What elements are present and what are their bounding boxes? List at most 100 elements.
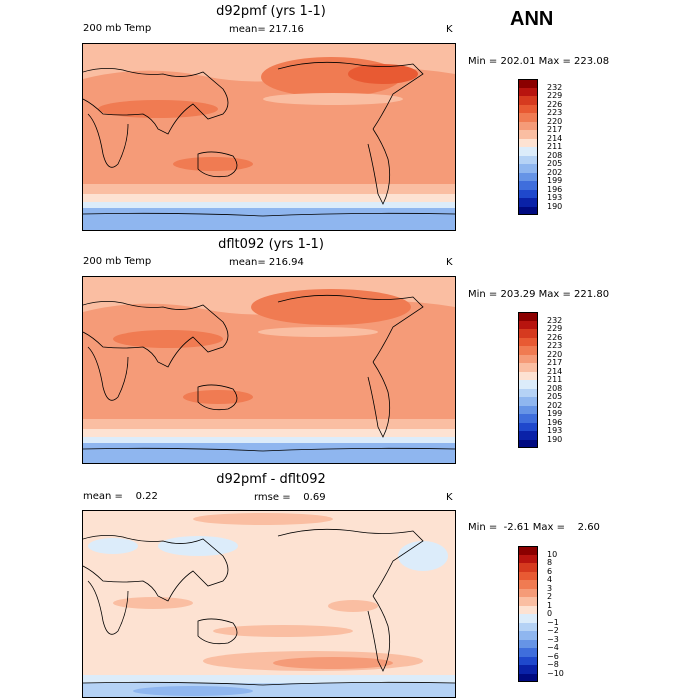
panel1-mean: mean= 217.16 [229, 24, 304, 35]
panel2-coastlines [83, 294, 455, 452]
colorbar-tick-label: 229 [547, 91, 563, 100]
colorbar-swatch [518, 346, 538, 355]
colorbar-tick-label: 193 [547, 426, 563, 435]
colorbar-swatch [518, 431, 538, 440]
panel2-field-antarctic [83, 443, 455, 463]
colorbar-tick-label: 214 [547, 366, 563, 376]
colorbar-tick-label: −4 [547, 643, 559, 652]
panel3-field-south-warm [273, 657, 393, 669]
colorbar-tick-label: 208 [547, 150, 563, 160]
colorbar-swatch [518, 147, 538, 156]
panel1-field-north [83, 44, 455, 82]
colorbar-swatch [518, 87, 538, 96]
panel3-unit: K [446, 492, 453, 503]
colorbar-swatch [518, 388, 538, 397]
colorbar-tick-label: 229 [547, 324, 563, 333]
colorbar-tick-label: 232 [547, 82, 563, 92]
colorbar-tick-label: 199 [547, 409, 563, 418]
colorbar-swatch [518, 580, 538, 589]
colorbar-swatch [518, 164, 538, 173]
colorbar-swatch [518, 329, 538, 338]
colorbar-swatch [518, 648, 538, 657]
colorbar-tick-label: 1 [547, 600, 553, 610]
colorbar-tick-label: 220 [547, 116, 563, 126]
colorbar-swatch [518, 414, 538, 423]
panel3-mean: mean = 0.22 [83, 491, 158, 502]
colorbar-swatch [518, 571, 538, 580]
colorbar-tick-label: 202 [547, 400, 563, 410]
colorbar-swatch [518, 563, 538, 572]
panel3-colorbar [518, 546, 538, 682]
colorbar-tick-label: 226 [547, 332, 563, 342]
panel2-title: dflt092 (yrs 1-1) [218, 237, 324, 252]
colorbar-swatch [518, 554, 538, 563]
colorbar-tick-label: 214 [547, 133, 563, 143]
colorbar-swatch [518, 130, 538, 139]
colorbar-tick-label: 193 [547, 193, 563, 202]
colorbar-tick-label: −6 [547, 651, 559, 661]
colorbar-tick-label: 208 [547, 383, 563, 393]
colorbar-swatch [518, 588, 538, 597]
colorbar-tick-label: 10 [547, 549, 558, 559]
colorbar-swatch [518, 631, 538, 640]
colorbar-swatch [518, 113, 538, 122]
colorbar-tick-label: −8 [547, 660, 559, 669]
colorbar-tick-label: 196 [547, 417, 563, 427]
colorbar-tick-label: 4 [547, 575, 553, 584]
colorbar-swatch [518, 312, 538, 321]
colorbar-tick-label: 220 [547, 349, 563, 359]
panel1-field-antarctic [83, 208, 455, 230]
colorbar-swatch [518, 337, 538, 346]
colorbar-tick-label: 211 [547, 142, 563, 151]
colorbar-swatch [518, 121, 538, 130]
colorbar-swatch [518, 189, 538, 198]
colorbar-tick-label: 217 [547, 358, 563, 367]
colorbar-tick-label: 190 [547, 434, 563, 444]
panel3-title: d92pmf - dflt092 [216, 472, 326, 487]
colorbar-swatch [518, 363, 538, 372]
panel3-minmax: Min = -2.61 Max = 2.60 [468, 522, 600, 533]
colorbar-swatch [518, 380, 538, 389]
colorbar-tick-label: 202 [547, 167, 563, 177]
panel1-map [82, 43, 456, 231]
colorbar-swatch [518, 546, 538, 555]
colorbar-swatch [518, 656, 538, 665]
colorbar-tick-label: 217 [547, 125, 563, 134]
colorbar-swatch [518, 614, 538, 623]
panel2-colorbar [518, 312, 538, 448]
colorbar-tick-label: 232 [547, 315, 563, 325]
colorbar-tick-label: 226 [547, 99, 563, 109]
colorbar-tick-label: 190 [547, 201, 563, 211]
colorbar-swatch [518, 665, 538, 674]
colorbar-tick-label: 6 [547, 566, 553, 576]
panel2-unit: K [446, 257, 453, 268]
panel3-coastlines [83, 528, 455, 686]
panel1-title: d92pmf (yrs 1-1) [216, 4, 326, 19]
panel2-map [82, 276, 456, 464]
season-label: ANN [510, 8, 554, 30]
panel1-minmax: Min = 202.01 Max = 223.08 [468, 56, 610, 67]
colorbar-tick-label: 205 [547, 392, 563, 401]
colorbar-swatch [518, 397, 538, 406]
colorbar-swatch [518, 79, 538, 88]
colorbar-swatch [518, 104, 538, 113]
panel3-rmse: rmse = 0.69 [254, 492, 326, 503]
panel1-variable-label: 200 mb Temp [83, 23, 152, 34]
colorbar-swatch [518, 96, 538, 105]
colorbar-tick-label: 0 [547, 609, 553, 618]
panel1-field-asia-warm [98, 100, 218, 118]
colorbar-swatch [518, 371, 538, 380]
colorbar-swatch [518, 439, 538, 448]
panel1-unit: K [446, 24, 453, 35]
colorbar-tick-label: 205 [547, 159, 563, 168]
colorbar-tick-label: 8 [547, 558, 553, 567]
colorbar-swatch [518, 605, 538, 614]
colorbar-swatch [518, 622, 538, 631]
colorbar-swatch [518, 597, 538, 606]
panel2-minmax: Min = 203.29 Max = 221.80 [468, 289, 610, 300]
colorbar-tick-label: −1 [547, 617, 559, 627]
panel1-coastlines [83, 61, 455, 217]
colorbar-tick-label: 211 [547, 375, 563, 384]
colorbar-swatch [518, 673, 538, 682]
panel2-mean: mean= 216.94 [229, 257, 304, 268]
